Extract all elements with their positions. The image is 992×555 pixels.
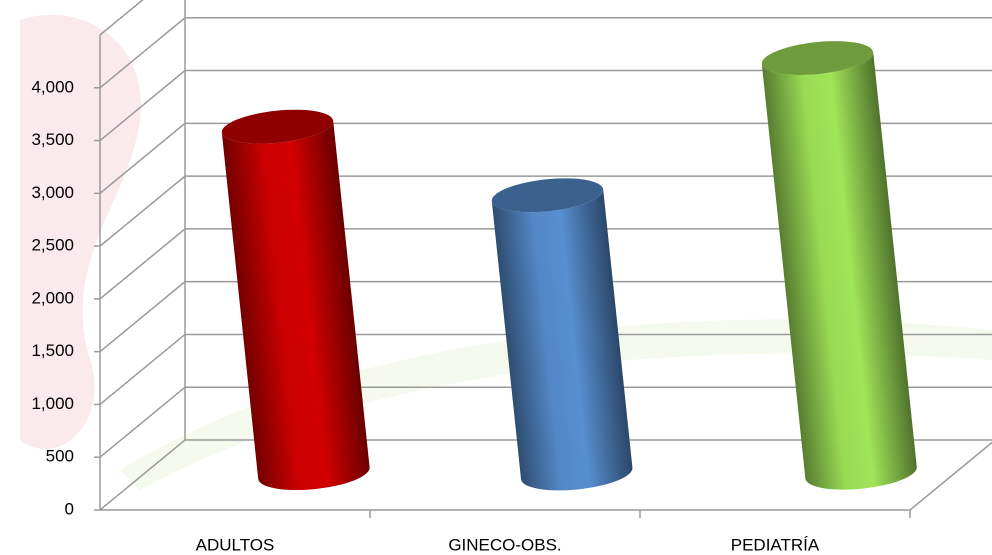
y-tick-label: 1,500 xyxy=(31,341,74,360)
grid-line xyxy=(99,386,992,458)
bar xyxy=(761,52,917,490)
y-tick-label: 1,000 xyxy=(31,394,74,413)
floor-edge xyxy=(909,441,992,511)
grid-line xyxy=(99,439,992,511)
grid-line xyxy=(99,122,992,194)
bar-top xyxy=(761,41,874,76)
grid-line xyxy=(99,17,992,89)
grid-line xyxy=(99,280,992,353)
y-tick-label: 2,500 xyxy=(31,236,74,255)
grid-line xyxy=(99,333,992,406)
y-tick-label: 3,500 xyxy=(31,130,74,149)
bar-top xyxy=(491,178,604,213)
x-tick-label: PEDIATRÍA xyxy=(731,535,820,554)
bar-top xyxy=(221,109,334,144)
y-tick-label: 2,000 xyxy=(31,288,74,307)
y-tick-label: 500 xyxy=(46,447,74,466)
y-tick-label: 4,000 xyxy=(31,77,74,96)
bar xyxy=(221,120,370,491)
top-edge xyxy=(99,0,144,36)
x-tick-label: ADULTOS xyxy=(196,535,275,554)
y-tick-label: 3,000 xyxy=(31,183,74,202)
background-decoration xyxy=(20,14,141,449)
x-tick-label: GINECO-OBS. xyxy=(448,535,561,554)
y-tick-label: 0 xyxy=(65,499,74,518)
grid-line xyxy=(99,228,992,300)
grid-line xyxy=(99,69,992,142)
grid-line xyxy=(99,175,992,247)
bar xyxy=(491,189,633,491)
